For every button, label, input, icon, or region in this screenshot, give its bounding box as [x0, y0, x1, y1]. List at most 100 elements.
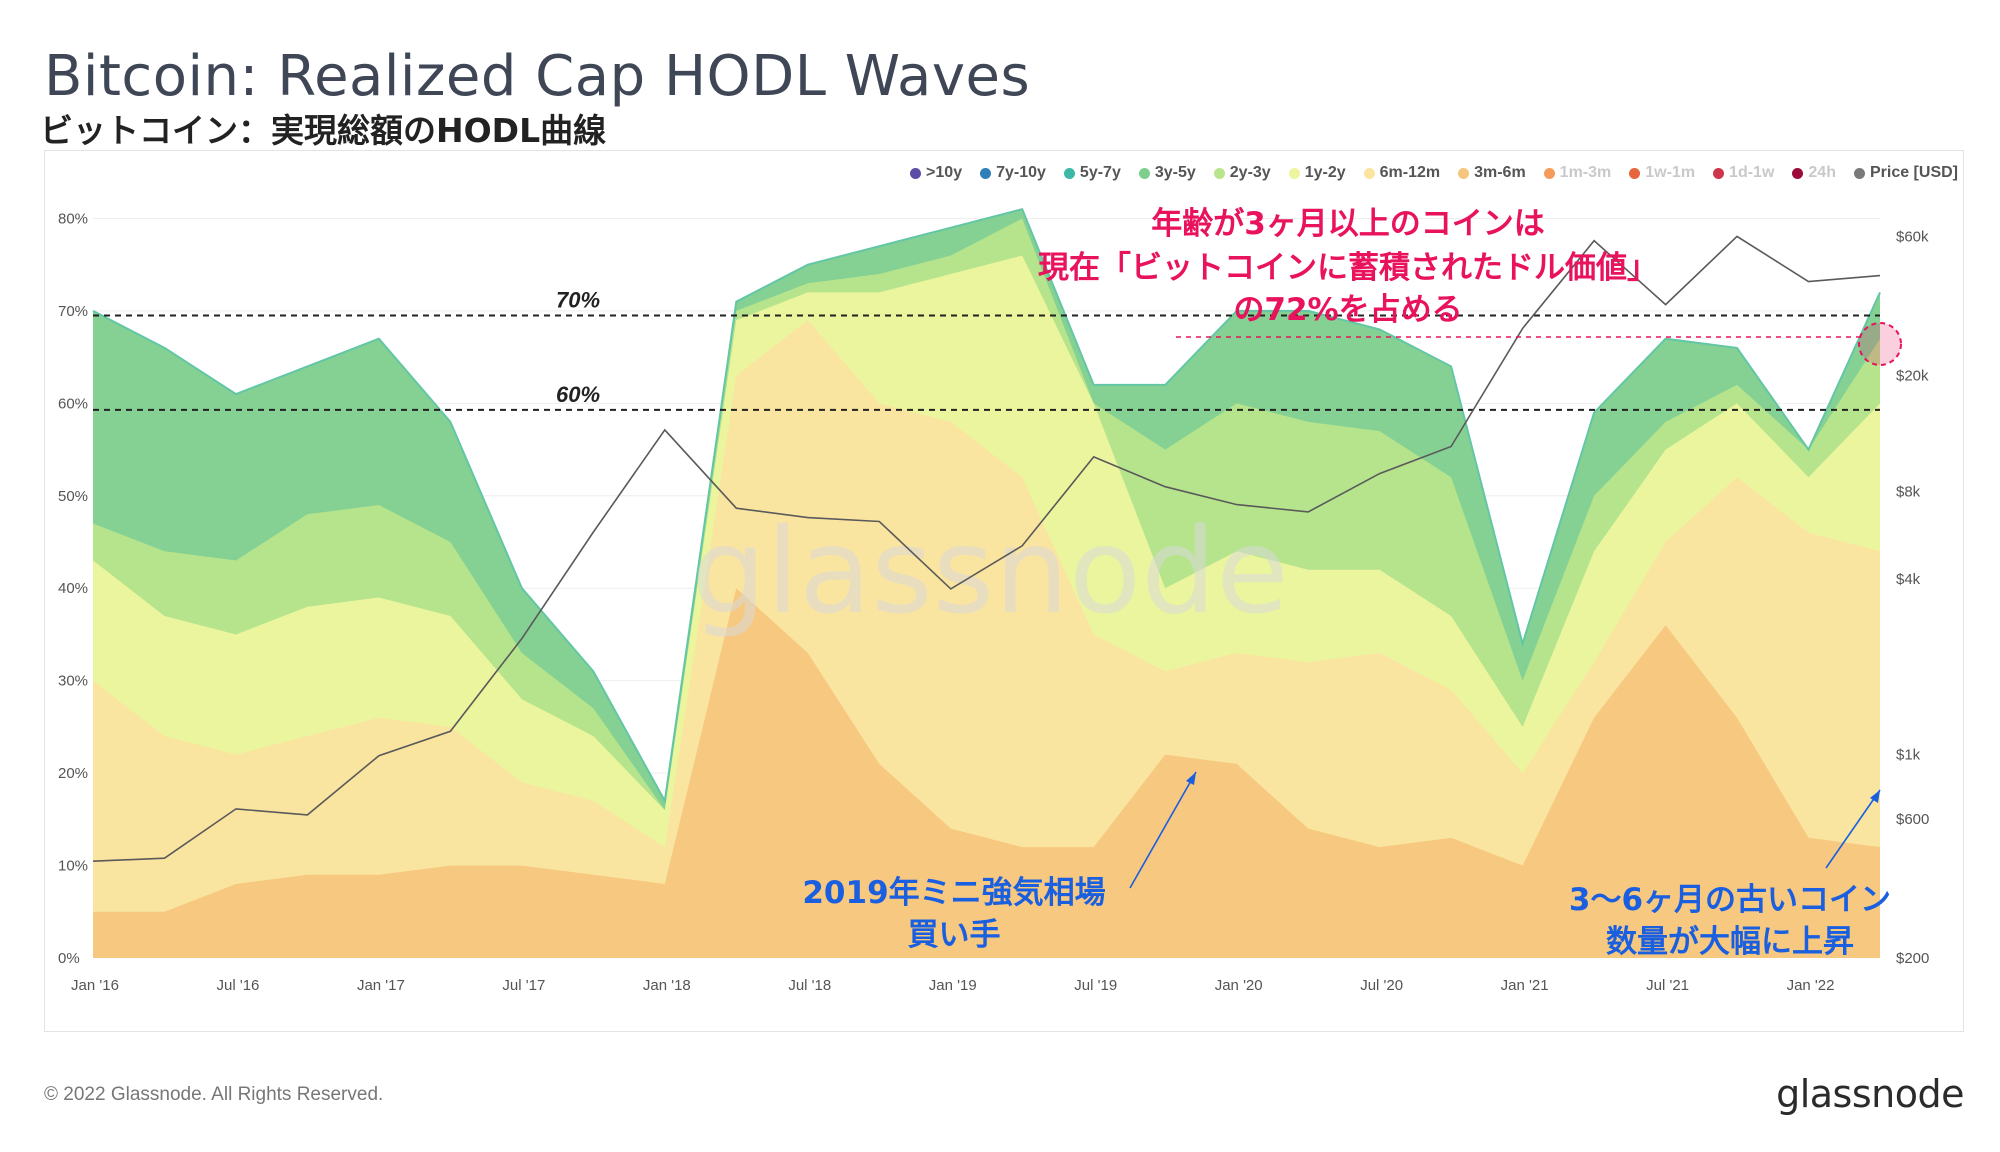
- y-left-tick: 60%: [58, 395, 88, 412]
- legend-item[interactable]: 3y-5y: [1138, 164, 1196, 182]
- arrow-head-icon: [1186, 772, 1196, 785]
- area-3m-6m: [93, 588, 1880, 958]
- highlight-circle: [1858, 322, 1902, 366]
- chart-frame: [44, 150, 1964, 1032]
- y-left-tick: 0%: [58, 950, 80, 967]
- x-tick: Jul '18: [788, 977, 831, 994]
- x-axis: Jan '16 Jul '16 Jan '17 Jul '17 Jan '18 Jul '…: [71, 977, 1834, 994]
- y-right-tick: $600: [1896, 811, 1929, 828]
- page-title: Bitcoin: Realized Cap HODL Waves: [44, 44, 1031, 109]
- area-6m-12m: [93, 320, 1880, 958]
- y-left-tick: 70%: [58, 303, 88, 320]
- legend-label: 1w-1m: [1645, 164, 1696, 181]
- reference-label-70: 70%: [556, 288, 600, 313]
- legend-label: 5y-7y: [1079, 164, 1121, 181]
- y-right-tick: $20k: [1896, 367, 1929, 384]
- y-right-tick: $200: [1896, 950, 1929, 967]
- legend-item[interactable]: >10y: [910, 164, 962, 182]
- legend-label: 24h: [1808, 164, 1836, 181]
- y-right-tick: $60k: [1896, 228, 1929, 245]
- annotation-right-line2: 数量が大幅に上昇: [1606, 924, 1854, 960]
- legend-item[interactable]: 1w-1m: [1629, 164, 1695, 182]
- legend-label: Price [USD]: [1869, 164, 1958, 181]
- legend-label: 1d-1w: [1729, 164, 1775, 181]
- x-tick: Jan '18: [643, 977, 691, 994]
- annotation-right-line1: 3〜6ヶ月の古いコイン: [1569, 882, 1891, 918]
- area-edge-3y-5y: [92, 208, 1881, 804]
- watermark-text: glassnode: [691, 502, 1288, 640]
- y-left-tick: 20%: [58, 765, 88, 782]
- reference-lines: 70% 60%: [93, 288, 1880, 411]
- legend-dot-icon: [980, 167, 992, 179]
- annotation-left-line1: 2019年ミニ強気相場: [802, 875, 1105, 911]
- x-tick: Jan '21: [1501, 977, 1549, 994]
- legend-dot-icon: [1543, 167, 1555, 179]
- legend-label: >10y: [926, 164, 963, 181]
- x-tick: Jan '20: [1215, 977, 1263, 994]
- legend: >10y 7y-10y 5y-7y 3y-5y 2y-3y 1y-2y 6m-12m 3m-6…: [910, 164, 1958, 182]
- annotations: 年齢が3ヶ月以上のコインは現在「ビットコインに蓄積されたドル価値」の72%を占め…: [802, 206, 1902, 960]
- arrow-head-icon: [1870, 790, 1880, 803]
- x-tick: Jan '16: [71, 977, 119, 994]
- legend-item[interactable]: 1y-2y: [1288, 164, 1346, 182]
- x-tick: Jul '16: [217, 977, 260, 994]
- callout-arrow-right: [1825, 789, 1881, 869]
- area-series: [92, 208, 1881, 958]
- price-line: [92, 235, 1881, 862]
- x-tick: Jul '19: [1074, 977, 1117, 994]
- x-tick: Jan '22: [1787, 977, 1835, 994]
- x-tick: Jul '17: [502, 977, 545, 994]
- legend-dot-icon: [1063, 167, 1075, 179]
- annotation-left-line2: 買い手: [908, 917, 1001, 953]
- legend-label: 2y-3y: [1229, 164, 1271, 181]
- legend-dot-icon: [1853, 167, 1865, 179]
- legend-dot-icon: [1213, 167, 1225, 179]
- y-left-tick: 10%: [58, 858, 88, 875]
- y-left-tick: 50%: [58, 488, 88, 505]
- legend-item[interactable]: 6m-12m: [1363, 164, 1441, 182]
- legend-label: 3y-5y: [1154, 164, 1196, 181]
- legend-label: 3m-6m: [1474, 164, 1526, 181]
- y-left-tick: 30%: [58, 673, 88, 690]
- legend-label: 6m-12m: [1379, 164, 1441, 181]
- y-axis-right: $200 $600 $1k $4k $8k $20k $60k: [1896, 228, 1929, 967]
- legend-dot-icon: [1792, 167, 1804, 179]
- legend-dot-icon: [1713, 167, 1725, 179]
- legend-item[interactable]: 2y-3y: [1213, 164, 1271, 182]
- legend-item[interactable]: 5y-7y: [1063, 164, 1121, 182]
- x-tick: Jan '17: [357, 977, 405, 994]
- legend-label: 1y-2y: [1304, 164, 1346, 181]
- legend-item[interactable]: 24h: [1792, 164, 1836, 182]
- callout-arrow-left: [1129, 771, 1197, 889]
- page-subtitle: ビットコイン：実現総額のHODL曲線: [40, 111, 607, 150]
- legend-dot-icon: [1288, 167, 1300, 179]
- legend-dot-icon: [1138, 167, 1150, 179]
- copyright: © 2022 Glassnode. All Rights Reserved.: [44, 1084, 384, 1105]
- annotation-top-line2: 現在「ビットコインに蓄積されたドル価値」: [1038, 250, 1658, 286]
- legend-label: 7y-10y: [996, 164, 1046, 181]
- legend-dot-icon: [1363, 167, 1375, 179]
- y-right-tick: $4k: [1896, 571, 1921, 588]
- annotation-top-line3: の72%を占める: [1233, 292, 1462, 328]
- annotation-top-line1: 年齢が3ヶ月以上のコインは: [1151, 206, 1545, 242]
- reference-label-60: 60%: [556, 382, 600, 407]
- legend-dot-icon: [1458, 167, 1470, 179]
- legend-dot-icon: [1629, 167, 1641, 179]
- legend-item[interactable]: 1d-1w: [1713, 164, 1774, 182]
- y-right-tick: $8k: [1896, 483, 1921, 500]
- legend-item[interactable]: Price [USD]: [1853, 164, 1958, 182]
- brand-logo: glassnode: [1776, 1072, 1964, 1116]
- x-tick: Jan '19: [929, 977, 977, 994]
- x-tick: Jul '21: [1646, 977, 1689, 994]
- y-left-tick: 40%: [58, 580, 88, 597]
- legend-label: 1m-3m: [1559, 164, 1612, 181]
- y-right-tick: $1k: [1896, 746, 1921, 763]
- y-left-tick: 80%: [58, 210, 88, 227]
- legend-item[interactable]: 7y-10y: [980, 164, 1046, 182]
- legend-dot-icon: [910, 167, 922, 179]
- y-axis-left: 0% 10% 20% 30% 40% 50% 60% 70% 80%: [58, 210, 88, 967]
- legend-item[interactable]: 3m-6m: [1458, 164, 1526, 182]
- x-tick: Jul '20: [1360, 977, 1403, 994]
- legend-item[interactable]: 1m-3m: [1543, 164, 1612, 182]
